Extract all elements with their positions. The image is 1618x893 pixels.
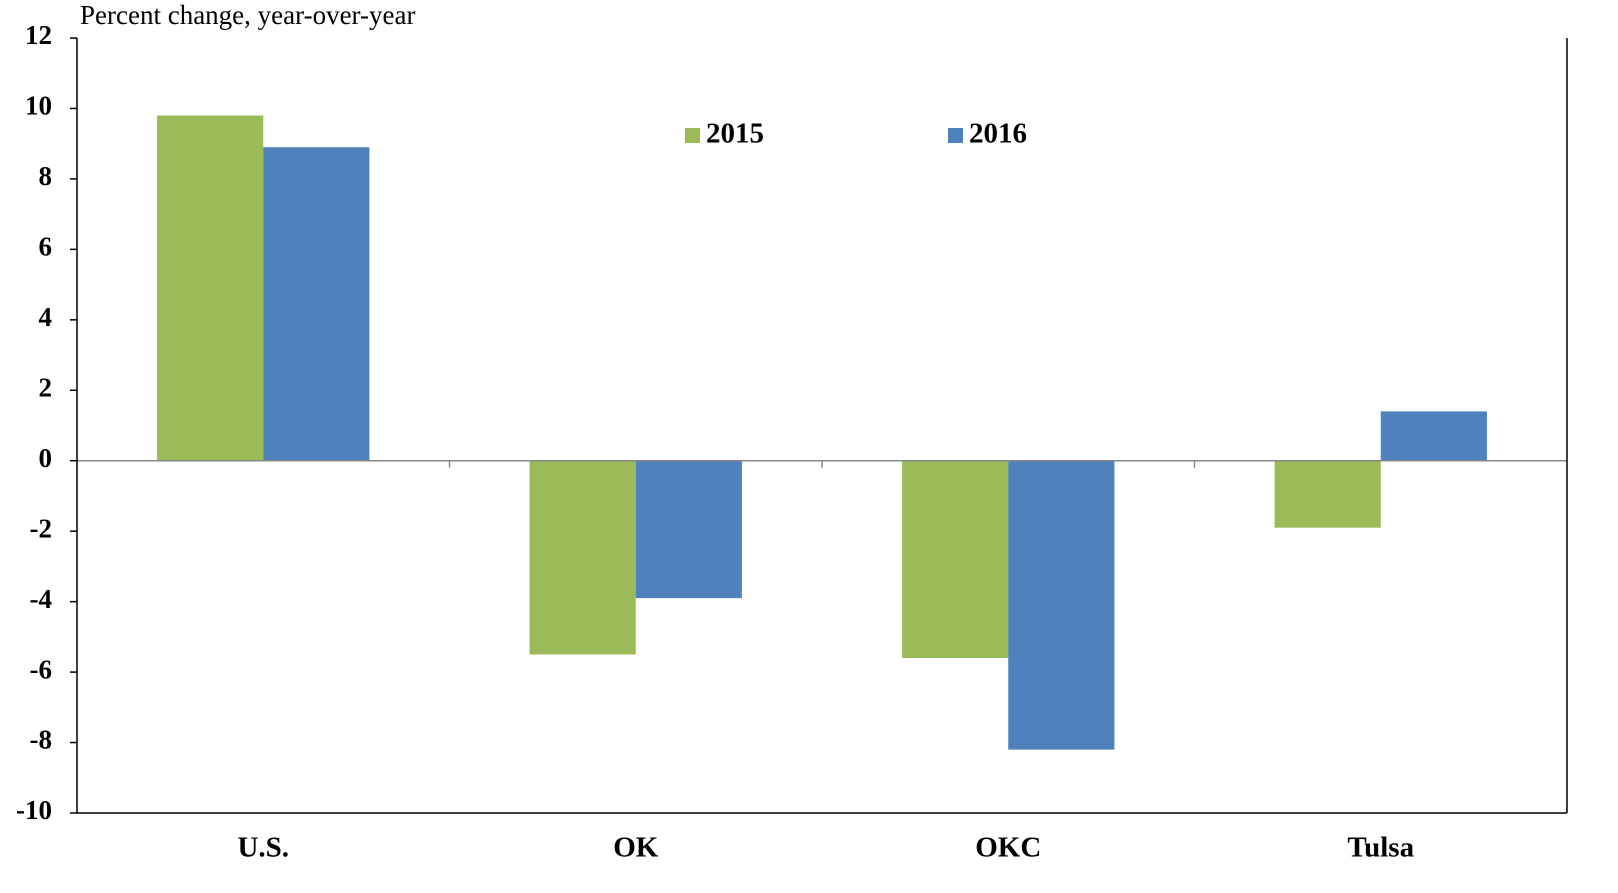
legend-label: 2015 [706, 118, 764, 150]
x-tick-label: Tulsa [1347, 832, 1414, 864]
bar [1008, 460, 1115, 750]
x-tick-label: U.S. [237, 832, 289, 864]
y-tick-label: -2 [30, 513, 53, 543]
x-tick-label: OK [613, 832, 659, 864]
y-tick-label: -10 [16, 795, 52, 825]
legend-swatch [685, 128, 700, 143]
y-tick-label: 2 [39, 372, 53, 402]
y-tick-label: 4 [39, 302, 53, 332]
y-tick-label: 6 [39, 232, 53, 262]
y-tick-label: -4 [30, 584, 53, 614]
bar [902, 460, 1009, 658]
y-axis-label: Percent change, year-over-year [80, 0, 415, 30]
y-tick-label: -8 [30, 725, 53, 755]
y-tick-label: 12 [25, 20, 52, 50]
y-tick-label: 10 [25, 91, 52, 121]
bar [1380, 411, 1487, 461]
bar [529, 460, 636, 655]
x-tick-label: OKC [975, 832, 1041, 864]
bar [157, 115, 264, 461]
bar [263, 147, 370, 461]
legend-label: 2016 [969, 118, 1027, 150]
legend-swatch [948, 128, 963, 143]
y-tick-label: 8 [39, 161, 53, 191]
bar [1274, 460, 1381, 528]
y-tick-label: 0 [39, 443, 53, 473]
y-tick-label: -6 [30, 654, 53, 684]
bar [635, 460, 742, 599]
